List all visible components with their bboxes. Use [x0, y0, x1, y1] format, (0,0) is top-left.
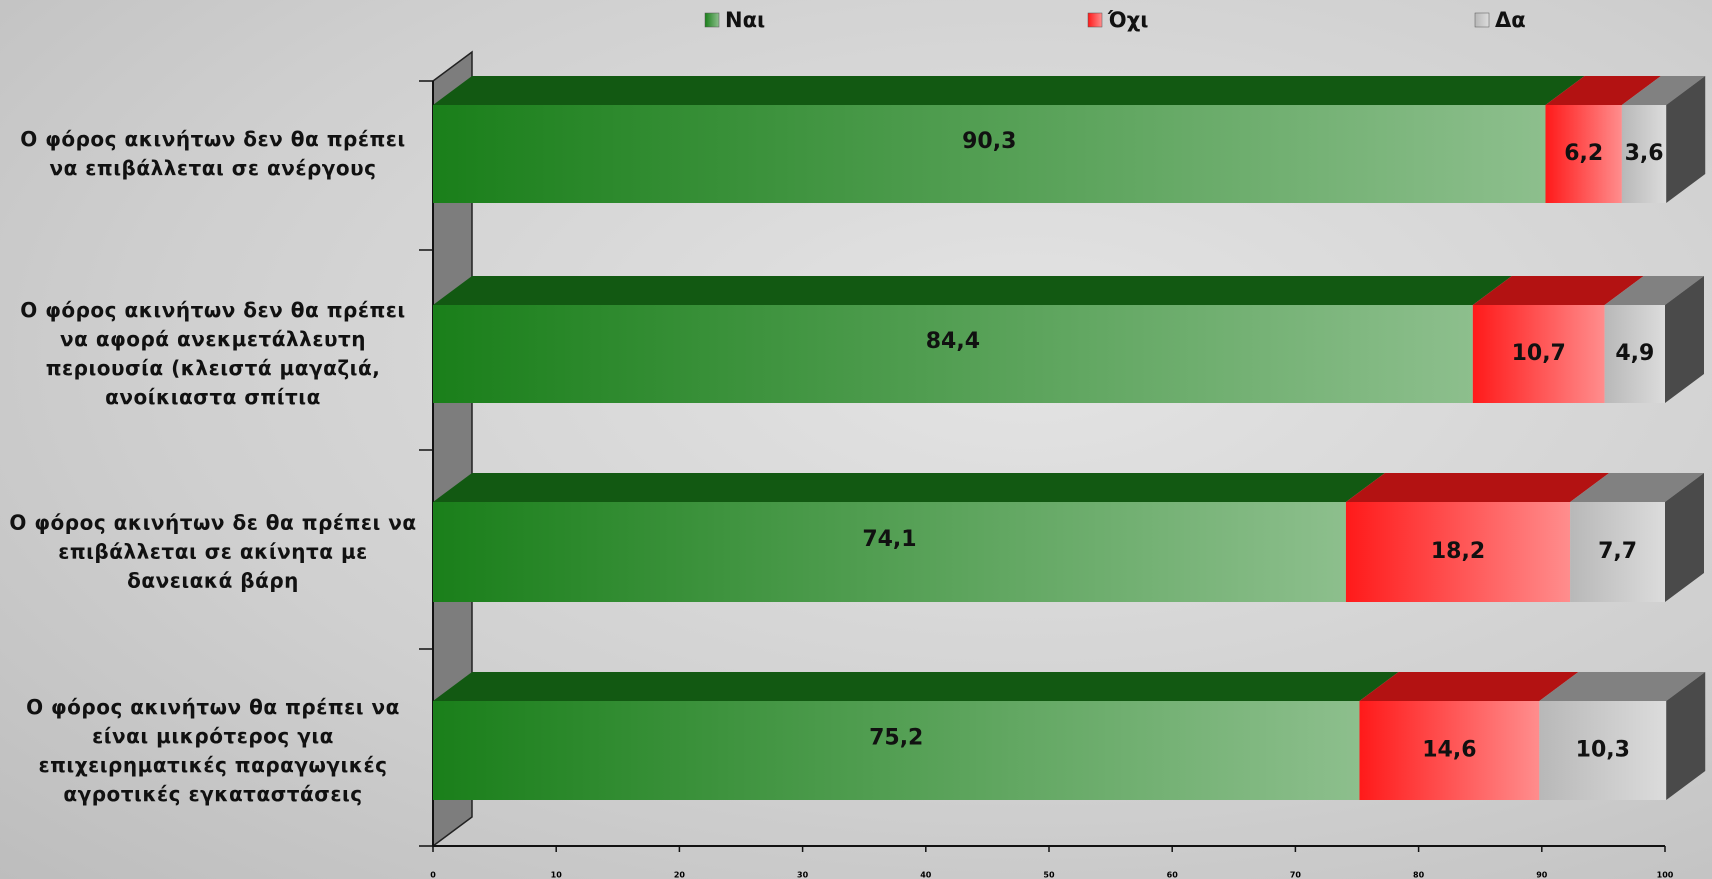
value-label: 10,3 [1576, 738, 1630, 763]
category-label: Ο φόρος ακινήτων δεν θα πρέπει να επιβάλ… [4, 125, 422, 183]
legend-swatch [1088, 13, 1102, 27]
x-tick-label: 80 [1413, 871, 1425, 879]
value-label: 6,2 [1564, 141, 1603, 166]
x-tick-label: 50 [1043, 871, 1055, 879]
value-label: 75,2 [869, 726, 923, 751]
value-label: 74,1 [862, 527, 916, 552]
x-tick-label: 20 [674, 871, 686, 879]
legend-label: Ναι [725, 8, 765, 32]
legend-swatch [705, 13, 719, 27]
category-label: Ο φόρος ακινήτων θα πρέπει να είναι μικρ… [4, 693, 422, 809]
value-label: 14,6 [1422, 738, 1476, 763]
bar-top [433, 76, 1584, 105]
x-tick-label: 40 [920, 871, 932, 879]
category-label: Ο φόρος ακινήτων δεν θα πρέπει να αφορά … [4, 296, 422, 412]
legend-label: Όχι [1107, 8, 1148, 32]
category-label: Ο φόρος ακινήτων δε θα πρέπει να επιβάλλ… [4, 509, 422, 596]
value-label: 3,6 [1625, 141, 1664, 166]
x-tick-label: 0 [430, 871, 436, 879]
value-label: 18,2 [1431, 539, 1485, 564]
legend-swatch [1475, 13, 1489, 27]
x-tick-label: 100 [1657, 871, 1674, 879]
legend-label: Δα [1495, 8, 1526, 32]
x-tick-label: 30 [797, 871, 809, 879]
value-label: 90,3 [962, 129, 1016, 154]
bar [433, 502, 1346, 602]
x-tick-label: 70 [1290, 871, 1302, 879]
x-tick-label: 10 [551, 871, 563, 879]
page: {"chart_data": {"type": "bar", "stacked"… [0, 0, 1712, 879]
bar-top [1346, 473, 1609, 502]
bar-top [433, 276, 1512, 305]
value-label: 4,9 [1615, 341, 1654, 366]
x-tick-label: 60 [1167, 871, 1179, 879]
value-label: 84,4 [926, 329, 980, 354]
bar-top [433, 473, 1385, 502]
value-label: 7,7 [1598, 539, 1637, 564]
value-label: 10,7 [1512, 341, 1566, 366]
bar-top [433, 672, 1398, 701]
x-tick-label: 90 [1536, 871, 1548, 879]
